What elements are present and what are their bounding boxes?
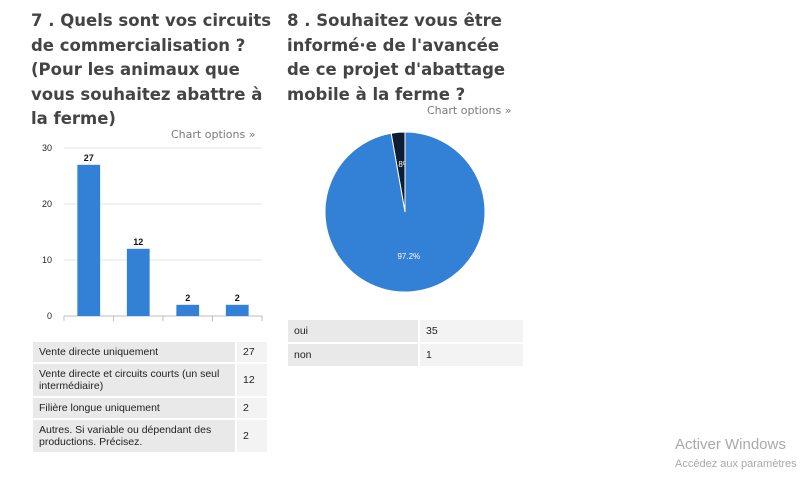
table-row: Filière longue uniquement 2: [33, 397, 267, 420]
row-label: Filière longue uniquement: [33, 397, 236, 420]
y-tick-label: 0: [47, 311, 52, 321]
q8-chart-options-link[interactable]: Chart options »: [427, 104, 512, 117]
bar: [225, 304, 249, 316]
bar: [176, 304, 200, 316]
windows-activation-watermark-subtitle: Accédez aux paramètres: [675, 458, 797, 470]
title-line: 8 . Souhaitez vous être: [287, 11, 502, 30]
pie-slice: [324, 131, 486, 293]
row-label: Vente directe uniquement: [33, 342, 236, 364]
q7-bar-chart: 0 10 20 30 27 12 2 2: [42, 143, 263, 321]
table-row: Vente directe uniquement 27: [33, 342, 267, 364]
table-row: Autres. Si variable ou dépendant des pro…: [33, 419, 267, 454]
row-value: 27: [235, 342, 267, 364]
row-label: Vente directe et circuits courts (un seu…: [33, 363, 236, 398]
table-row: non 1: [288, 343, 523, 368]
title-line: de ce projet d'abattage: [287, 60, 506, 79]
table-row: Vente directe et circuits courts (un seu…: [33, 363, 267, 398]
row-value: 1: [418, 343, 523, 368]
y-tick-label: 10: [42, 255, 52, 265]
title-line: (Pour les animaux que: [31, 60, 240, 79]
title-line: informé·e de l'avancée: [287, 35, 500, 55]
title-line: vous souhaitez abattre à: [31, 84, 263, 104]
q7-title: 7 . Quels sont vos circuits de commercial…: [31, 9, 271, 132]
q8-title: 8 . Souhaitez vous être informé·e de l'av…: [287, 9, 505, 107]
row-value: 12: [235, 363, 267, 398]
title-line: la ferme): [31, 109, 116, 128]
row-label: Autres. Si variable ou dépendant des pro…: [33, 419, 236, 454]
row-value: 2: [235, 397, 267, 420]
windows-activation-watermark-title: Activer Windows: [675, 436, 786, 453]
q8-pie-chart: 2.8% 97.2%: [324, 131, 486, 293]
row-value: 2: [235, 419, 267, 454]
table-row: oui 35: [288, 320, 523, 344]
title-line: mobile à la ferme ?: [287, 84, 466, 104]
bar: [126, 248, 150, 316]
bar-data-label: 2: [185, 293, 190, 303]
pie-data-label: 2.8%: [392, 160, 410, 169]
bar-data-label: 2: [235, 293, 240, 303]
q7-chart-options-link[interactable]: Chart options »: [171, 128, 256, 141]
title-line: de commercialisation ?: [31, 35, 246, 55]
y-tick-label: 20: [42, 199, 52, 209]
bar: [77, 164, 101, 316]
title-line: 7 . Quels sont vos circuits: [31, 11, 272, 30]
q8-response-table: oui 35 non 1: [288, 320, 523, 368]
bar-data-label: 12: [133, 237, 143, 247]
q7-response-table: Vente directe uniquement 27 Vente directe …: [33, 342, 267, 454]
row-value: 35: [418, 320, 523, 344]
row-label: non: [288, 343, 419, 368]
y-tick-label: 30: [42, 143, 52, 153]
bar-data-label: 27: [84, 153, 94, 163]
row-label: oui: [288, 320, 419, 344]
pie-data-label: 97.2%: [397, 252, 420, 261]
